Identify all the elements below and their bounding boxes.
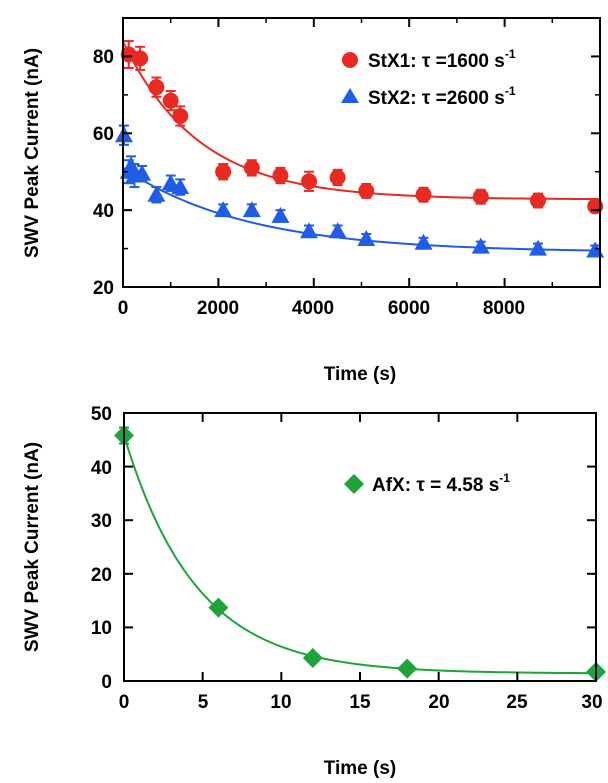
data-point-stx1 [529,192,546,209]
bottom-plot-frame [123,412,597,682]
data-point-stx2 [242,201,261,218]
bottom-y-tick-label: 20 [91,565,112,586]
bottom-y-tick-label: 10 [91,618,112,639]
bottom-x-tick-label: 25 [506,692,528,713]
top-x-tick-label: 6000 [388,298,430,319]
data-point-afx [208,597,229,618]
data-point-stx2 [161,174,180,191]
data-point-stx2 [471,237,490,254]
legend-label-stx1: StX1: τ =1600 s-1 [368,47,516,72]
top-y-tick-label: 60 [93,124,114,145]
data-point-stx2 [171,178,190,195]
top-y-tick-label: 40 [93,201,114,222]
top-y-tick-label: 80 [93,47,114,68]
data-point-stx1 [243,159,260,176]
data-point-stx1 [215,163,232,180]
fit-curve-afx [123,435,597,675]
data-point-stx1 [329,169,346,186]
bottom-ticks [123,412,597,682]
bottom-y-tick-label: 30 [91,511,112,532]
top-ticks [122,18,600,288]
top-plot-frame [122,17,601,288]
legend-marker-stx2 [341,88,359,103]
top-x-tick-label: 0 [118,298,129,319]
data-point-stx1 [172,107,189,124]
top-x-tick-label: 8000 [483,298,525,319]
data-point-stx1 [132,50,149,67]
data-point-stx1 [148,79,165,96]
data-point-stx2 [133,164,152,181]
fit-curve-stx2 [122,167,601,252]
top-x-tick-label: 2000 [197,298,239,319]
bottom-x-tick-label: 10 [270,692,291,713]
data-point-stx1 [162,92,179,109]
data-point-afx [397,658,418,679]
data-point-stx2 [328,222,347,239]
data-point-afx [302,647,323,668]
bottom-x-tick-label: 20 [428,692,449,713]
bottom-chart: 0 10 20 30 40 50 0 5 10 15 20 25 30 Time… [22,404,606,779]
legend-label-stx2: StX2: τ =2600 s-1 [368,84,516,109]
bottom-y-axis-label: SWV Peak Current (nA) [22,442,43,652]
bottom-y-tick-label: 0 [101,672,112,693]
top-x-tick-label: 4000 [292,298,334,319]
bottom-x-tick-label: 5 [198,692,209,713]
data-point-stx2 [147,185,166,202]
fit-curve-stx1 [122,41,601,201]
data-point-stx1 [358,182,375,199]
top-y-tick-label: 20 [93,278,114,299]
data-point-stx2 [357,229,376,246]
data-point-stx2 [300,222,319,239]
bottom-y-tick-label: 40 [91,458,112,479]
legend-marker-afx [344,474,364,494]
bottom-legend: AfX: τ = 4.58 s-1 [344,471,510,496]
bottom-x-tick-label: 30 [581,692,602,713]
data-point-stx2 [414,233,433,250]
data-point-stx1 [472,188,489,205]
top-legend: StX1: τ =1600 s-1 StX2: τ =2600 s-1 [341,47,516,109]
top-plot-area [114,40,605,258]
top-x-axis-label: Time (s) [324,364,397,385]
bottom-x-tick-label: 15 [349,692,371,713]
data-point-stx1 [301,173,318,190]
data-point-stx2 [271,206,290,223]
bottom-x-tick-label: 0 [119,692,130,713]
bottom-y-tick-label: 50 [91,404,112,425]
data-point-stx2 [528,239,547,256]
data-point-stx1 [272,167,289,184]
top-chart: 20 40 60 80 0 2000 4000 6000 8000 Time (… [22,17,605,385]
top-y-axis-label: SWV Peak Current (nA) [22,48,43,258]
legend-label-afx: AfX: τ = 4.58 s-1 [372,471,510,496]
bottom-plot-area [114,425,606,682]
data-point-stx1 [415,186,432,203]
bottom-x-axis-label: Time (s) [324,758,397,779]
data-point-stx2 [214,201,233,218]
legend-marker-stx1 [342,52,358,68]
